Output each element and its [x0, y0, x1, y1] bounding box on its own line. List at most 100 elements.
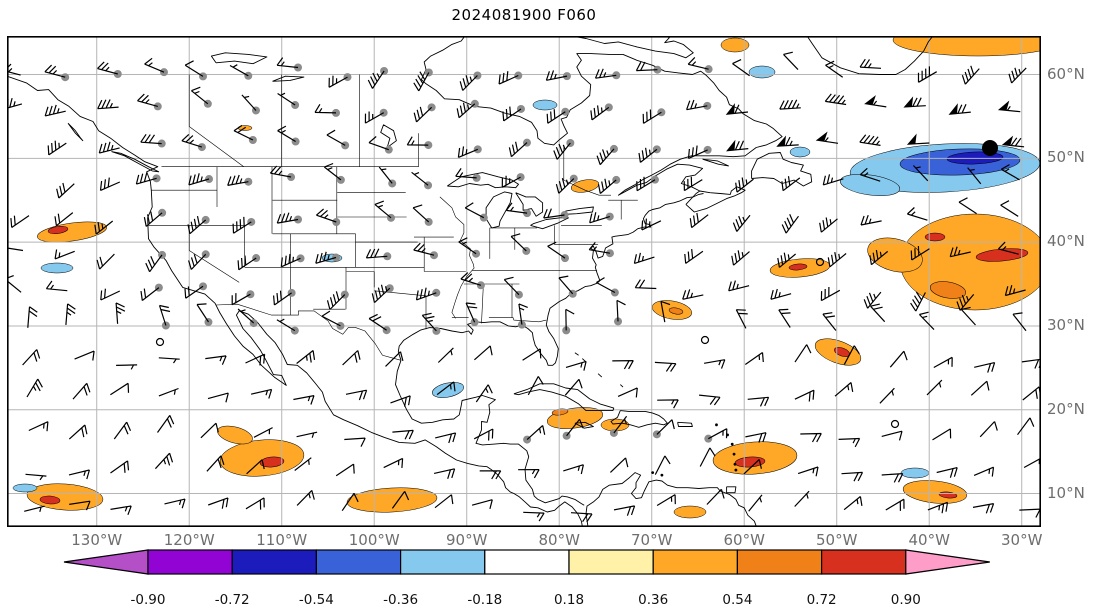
wind-barb	[471, 499, 493, 510]
wind-barb	[434, 494, 454, 509]
wind-barb	[797, 466, 819, 477]
anomaly-shading	[12, 36, 1041, 519]
wind-barb	[843, 496, 863, 511]
wind-barb	[140, 287, 160, 301]
wind-barb	[391, 491, 410, 509]
wind-barb	[558, 275, 574, 295]
wind-barb	[464, 202, 485, 219]
lat-tick-label: 20°N	[1047, 399, 1085, 418]
wind-barb	[927, 501, 949, 514]
wind-barb	[245, 353, 266, 366]
wind-barb	[794, 490, 810, 507]
wind-barb	[686, 99, 708, 111]
anomaly-region	[902, 480, 968, 504]
wind-barb	[411, 171, 429, 186]
station-dot	[605, 249, 614, 258]
wind-barb	[200, 422, 219, 439]
colorbar-tick-label: -0.90	[131, 592, 166, 608]
coastline	[395, 360, 585, 506]
calm-station-circle	[890, 419, 900, 429]
island-dot	[651, 471, 655, 474]
anomaly-region	[720, 37, 750, 53]
highlight-dot	[982, 140, 998, 156]
lon-tick-label: 100°W	[348, 531, 400, 549]
map-frame	[7, 36, 1041, 527]
wind-barb	[22, 349, 41, 366]
wind-barb	[69, 500, 91, 511]
wind-barb	[731, 250, 750, 266]
wind-barb	[770, 288, 792, 300]
wind-barb	[196, 303, 210, 323]
wind-barb	[794, 344, 812, 363]
coastline	[515, 192, 544, 217]
wind-barb	[250, 388, 273, 399]
anomaly-region	[867, 237, 923, 273]
wind-barb	[654, 361, 677, 372]
colorbar-tick-label: -0.18	[467, 592, 502, 608]
wind-barb	[253, 427, 273, 438]
wind-barb	[7, 239, 24, 252]
wind-barb	[54, 212, 74, 227]
lon-tick-label: 40°W	[908, 531, 950, 549]
anomaly-region	[840, 174, 900, 196]
wind-barb	[683, 176, 703, 192]
wind-barb	[158, 387, 179, 397]
wind-barb	[932, 428, 952, 441]
wind-barb	[421, 312, 437, 332]
wind-barb	[406, 136, 429, 146]
wind-barb	[56, 182, 75, 199]
wind-barb	[654, 455, 671, 475]
wind-barb	[368, 313, 387, 331]
wind-barb	[635, 61, 658, 72]
station-dot	[430, 251, 439, 260]
wind-barb	[732, 59, 750, 77]
calm-station-circle	[815, 257, 825, 267]
wind-barb	[596, 277, 616, 294]
coastline	[513, 383, 615, 412]
wind-barb	[725, 103, 749, 115]
lon-tick-label: 30°W	[1001, 531, 1043, 549]
coastline	[677, 421, 693, 427]
wind-barb	[590, 105, 610, 121]
wind-barb	[164, 498, 186, 509]
wind-barb	[596, 148, 615, 166]
station-dot	[424, 68, 433, 77]
wind-barb	[135, 172, 157, 185]
wind-barb	[28, 421, 49, 432]
wind-barb	[708, 428, 728, 440]
wind-barb	[113, 421, 132, 440]
wind-barb	[997, 241, 1019, 255]
wind-barb	[456, 102, 476, 119]
anomaly-region	[900, 467, 930, 479]
lat-tick-label: 30°N	[1047, 315, 1085, 334]
wind-barb	[7, 97, 23, 109]
wind-barb	[834, 382, 854, 397]
wind-barb	[241, 94, 257, 111]
wind-barb	[99, 177, 121, 191]
wind-barb	[1021, 358, 1041, 369]
wind-barb	[435, 432, 457, 444]
wind-barb	[889, 350, 908, 368]
wind-barb	[706, 488, 725, 505]
wind-barb	[1017, 417, 1035, 436]
wind-barb	[293, 395, 315, 405]
anomaly-region	[975, 248, 1029, 262]
wind-barb	[781, 176, 801, 192]
calm-station-circle	[700, 335, 710, 345]
wind-barb	[633, 252, 655, 264]
wind-barb	[294, 457, 312, 471]
station-dot	[382, 326, 391, 335]
wind-barb	[820, 286, 841, 302]
wind-barb	[24, 505, 45, 512]
wind-barb	[794, 389, 815, 402]
colorbar-tick-label: 0.54	[722, 592, 752, 608]
wind-barb	[822, 174, 844, 186]
anomaly-region	[39, 495, 61, 505]
wind-barbs	[7, 51, 1041, 523]
coastline	[420, 36, 783, 196]
station-dot	[614, 317, 623, 326]
wind-barb	[1023, 457, 1041, 469]
wind-barb	[735, 177, 754, 193]
station-dot	[290, 326, 299, 335]
colorbar-over-arrow	[905, 549, 990, 575]
